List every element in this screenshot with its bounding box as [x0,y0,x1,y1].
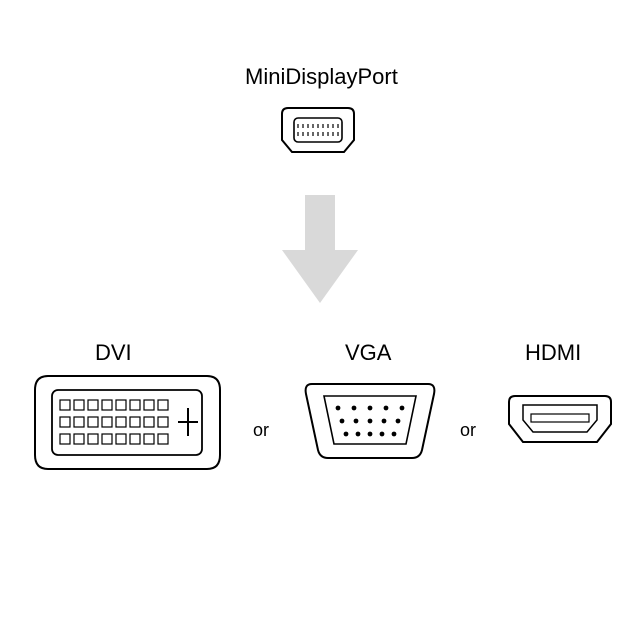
hdmi-label: HDMI [525,340,581,366]
minidisplayport-icon [278,100,358,160]
vga-icon [300,378,440,463]
minidisplayport-label: MiniDisplayPort [245,64,398,90]
dvi-icon [30,370,225,475]
or-separator-1: or [253,420,269,441]
or-separator-2: or [460,420,476,441]
vga-label: VGA [345,340,391,366]
hdmi-icon [505,390,615,450]
dvi-label: DVI [95,340,132,366]
down-arrow-icon [280,195,360,305]
